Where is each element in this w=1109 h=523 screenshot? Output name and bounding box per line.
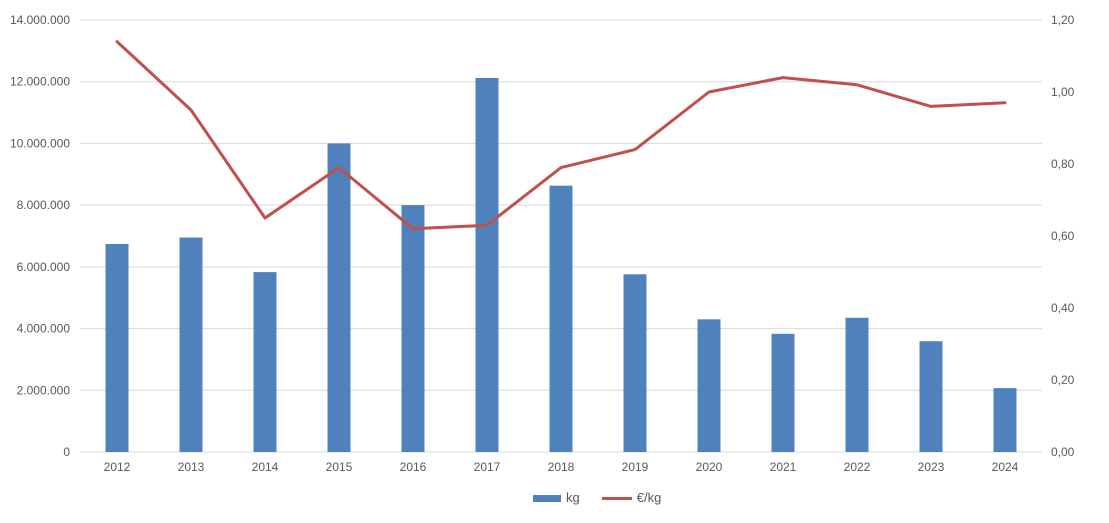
bar-2019 [623,274,647,452]
y-left-tick-label: 8.000.000 [17,198,71,212]
bar-2014 [253,272,277,452]
bar-2012 [105,244,129,452]
y-left-tick-label: 2.000.000 [17,383,71,397]
bar-2013 [179,237,203,452]
legend-kg-swatch [533,494,561,502]
y-left-tick-label: 0 [63,445,70,459]
y-right-tick-label: 1,20 [1051,13,1075,27]
x-tick-label-2014: 2014 [252,460,279,474]
y-left-tick-label: 6.000.000 [17,260,71,274]
legend-eur-per-kg-swatch [601,496,632,500]
x-tick-label-2016: 2016 [400,460,427,474]
x-tick-label-2023: 2023 [918,460,945,474]
bar-2018 [549,185,573,452]
x-tick-label-2018: 2018 [548,460,575,474]
x-tick-label-2022: 2022 [844,460,871,474]
x-tick-label-2021: 2021 [770,460,797,474]
bar-2017 [475,78,499,453]
x-tick-label-2020: 2020 [696,460,723,474]
y-right-tick-label: 0,20 [1051,373,1075,387]
y-left-tick-label: 12.000.000 [10,75,70,89]
legend-kg-label: kg [566,490,580,505]
chart-legend: kg €/kg [533,491,661,505]
eur-per-kg-line [115,40,1007,231]
bar-2022 [845,317,869,452]
bar-2024 [993,388,1017,452]
legend-eur-per-kg-label: €/kg [636,490,662,505]
x-tick-label-2024: 2024 [992,460,1019,474]
y-right-tick-label: 0,40 [1051,301,1075,315]
bar-2021 [771,333,795,452]
x-tick-label-2019: 2019 [622,460,649,474]
bar-2016 [401,205,425,452]
y-right-tick-label: 0,80 [1051,157,1075,171]
x-tick-label-2017: 2017 [474,460,501,474]
bar-2020 [697,319,721,452]
bar-2023 [919,341,943,452]
x-tick-label-2013: 2013 [178,460,205,474]
y-left-tick-label: 10.000.000 [10,136,70,150]
y-left-tick-label: 14.000.000 [10,13,70,27]
bar-2015 [327,143,351,452]
y-right-tick-label: 0,60 [1051,229,1075,243]
x-tick-label-2015: 2015 [326,460,353,474]
x-tick-label-2012: 2012 [104,460,131,474]
y-right-tick-label: 1,00 [1051,85,1075,99]
y-left-tick-label: 4.000.000 [17,322,71,336]
y-right-tick-label: 0,00 [1051,445,1075,459]
